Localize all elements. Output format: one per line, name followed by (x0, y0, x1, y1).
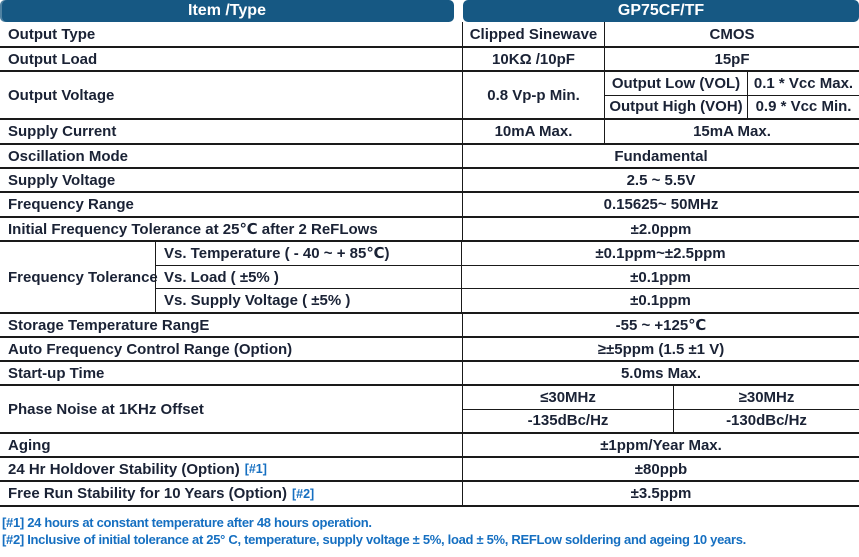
row-label: Frequency Tolerance (8, 268, 158, 286)
footnote-ref-1: [#1] (244, 462, 267, 476)
row-label: Output Type (8, 25, 96, 43)
row-label: Aging (8, 436, 51, 454)
subrow-name: Vs. Supply Voltage ( ±5% ) (164, 292, 351, 310)
subrow-name: Vs. Temperature ( - 40 ~ + 85℃) (164, 245, 390, 263)
header-item-type: Item /Type (0, 0, 454, 22)
footnotes: [#1] 24 hours at constant temperature af… (0, 514, 859, 548)
row-value: -55 ~ +125℃ (462, 314, 859, 336)
footnote-ref-2: [#2] (291, 486, 315, 501)
subrow-value: 0.1 * Vcc Max. (747, 72, 859, 95)
subrow-value: ±0.1ppm (461, 289, 859, 313)
row-output-load: Output Load 10KΩ /10pF 15pF (0, 46, 859, 70)
cmos-voltage-subtable: Output Low (VOL) 0.1 * Vcc Max. Output H… (604, 72, 859, 118)
footnote-2: [#2] Inclusive of initial tolerance at 2… (2, 532, 746, 547)
row-label: Output Voltage (8, 86, 115, 104)
phase-noise-band-low: ≤30MHz (540, 388, 596, 406)
value-clipped-sinewave: Clipped Sinewave (462, 22, 604, 46)
row-output-voltage: Output Voltage 0.8 Vp-p Min. Output Low … (0, 70, 859, 118)
row-label: Storage Temperature RangE (8, 316, 210, 334)
row-phase-noise: Phase Noise at 1KHz Offset ≤30MHz ≥30MHz… (0, 384, 859, 432)
row-label: Frequency Range (8, 196, 134, 213)
phase-noise-band-high: ≥30MHz (673, 386, 859, 409)
header-gap (454, 0, 463, 22)
row-label: 24 Hr Holdover Stability (Option) [#1] (0, 458, 462, 480)
row-storage-temperature: Storage Temperature RangE -55 ~ +125℃ (0, 312, 859, 336)
row-value: 5.0ms Max. (462, 362, 859, 384)
row-oscillation-mode: Oscillation Mode Fundamental (0, 143, 859, 167)
table-header: Item /Type GP75CF/TF (0, 0, 859, 22)
row-label: Output Load (8, 50, 98, 68)
phase-noise-value-low: -135dBc/Hz (527, 412, 609, 430)
row-value: ±2.0ppm (462, 218, 859, 240)
row-frequency-range: Frequency Range 0.15625~ 50MHz (0, 191, 859, 216)
row-label: Supply Current (8, 123, 117, 140)
row-label: Supply Voltage (8, 171, 116, 189)
header-product-model: GP75CF/TF (463, 0, 859, 22)
row-label: Free Run Stability for 10 Years (Option)… (0, 482, 462, 505)
row-value: ±3.5ppm (462, 482, 859, 505)
row-frequency-tolerance: Frequency Tolerance Vs. Temperature ( - … (0, 240, 859, 313)
row-label: Oscillation Mode (8, 147, 129, 165)
subrow-vs-supply-voltage: Vs. Supply Voltage ( ±5% ) ±0.1ppm (156, 288, 859, 313)
subrow-phase-noise-headers: ≤30MHz ≥30MHz (463, 386, 859, 409)
subrow-name: Vs. Load ( ±5% ) (164, 268, 279, 286)
subrow-phase-noise-values: -135dBc/Hz -130dBc/Hz (463, 408, 859, 432)
row-value: 0.15625~ 50MHz (462, 193, 859, 216)
row-label: Start-up Time (8, 364, 105, 382)
value-sine-current: 10mA Max. (462, 120, 604, 143)
subrow-name: Output Low (VOL) (611, 74, 741, 92)
row-label: Phase Noise at 1KHz Offset (8, 400, 204, 418)
value-sine-load: 10KΩ /10pF (462, 48, 604, 70)
value-cmos-current: 15mA Max. (604, 120, 859, 143)
subrow-value: 0.9 * Vcc Min. (747, 95, 859, 118)
row-value: 2.5 ~ 5.5V (462, 169, 859, 191)
row-freerun-stability: Free Run Stability for 10 Years (Option)… (0, 480, 859, 505)
subrow-vs-load: Vs. Load ( ±5% ) ±0.1ppm (156, 264, 859, 289)
row-supply-current: Supply Current 10mA Max. 15mA Max. (0, 118, 859, 143)
subrow-name: Output High (VOH) (609, 98, 743, 116)
row-startup-time: Start-up Time 5.0ms Max. (0, 360, 859, 384)
row-initial-tolerance: Initial Frequency Tolerance at 25℃ after… (0, 216, 859, 240)
row-holdover-stability: 24 Hr Holdover Stability (Option) [#1] ±… (0, 456, 859, 480)
row-aging: Aging ±1ppm/Year Max. (0, 432, 859, 456)
row-label: Auto Frequency Control Range (Option) (8, 340, 293, 358)
subrow-output-high: Output High (VOH) 0.9 * Vcc Min. (605, 94, 859, 118)
row-value: ±80ppb (462, 458, 859, 480)
subrow-output-low: Output Low (VOL) 0.1 * Vcc Max. (605, 72, 859, 95)
row-label-text: Free Run Stability for 10 Years (Option) (8, 485, 287, 502)
subrow-value: ±0.1ppm~±2.5ppm (461, 242, 859, 265)
subrow-value: ±0.1ppm (461, 265, 859, 289)
row-supply-voltage: Supply Voltage 2.5 ~ 5.5V (0, 167, 859, 191)
footnote-1: [#1] 24 hours at constant temperature af… (2, 515, 372, 530)
value-cmos: CMOS (604, 22, 859, 46)
row-value: Fundamental (462, 145, 859, 167)
row-label: Initial Frequency Tolerance at 25℃ after… (8, 221, 378, 238)
row-value: ≥±5ppm (1.5 ±1 V) (462, 338, 859, 360)
phase-noise-value-high: -130dBc/Hz (673, 409, 859, 432)
row-value: ±1ppm/Year Max. (462, 434, 859, 456)
subrow-vs-temperature: Vs. Temperature ( - 40 ~ + 85℃) ±0.1ppm~… (156, 242, 859, 265)
row-output-type: Output Type Clipped Sinewave CMOS (0, 22, 859, 46)
value-sine-voltage: 0.8 Vp-p Min. (462, 72, 604, 118)
spec-table: Output Type Clipped Sinewave CMOS Output… (0, 22, 859, 507)
phase-noise-subtable: ≤30MHz ≥30MHz -135dBc/Hz -130dBc/Hz (462, 386, 859, 432)
row-afc-range: Auto Frequency Control Range (Option) ≥±… (0, 336, 859, 360)
frequency-tolerance-subtable: Vs. Temperature ( - 40 ~ + 85℃) ±0.1ppm~… (155, 242, 859, 313)
value-cmos-load: 15pF (604, 48, 859, 70)
row-label-text: 24 Hr Holdover Stability (Option) (8, 460, 240, 478)
